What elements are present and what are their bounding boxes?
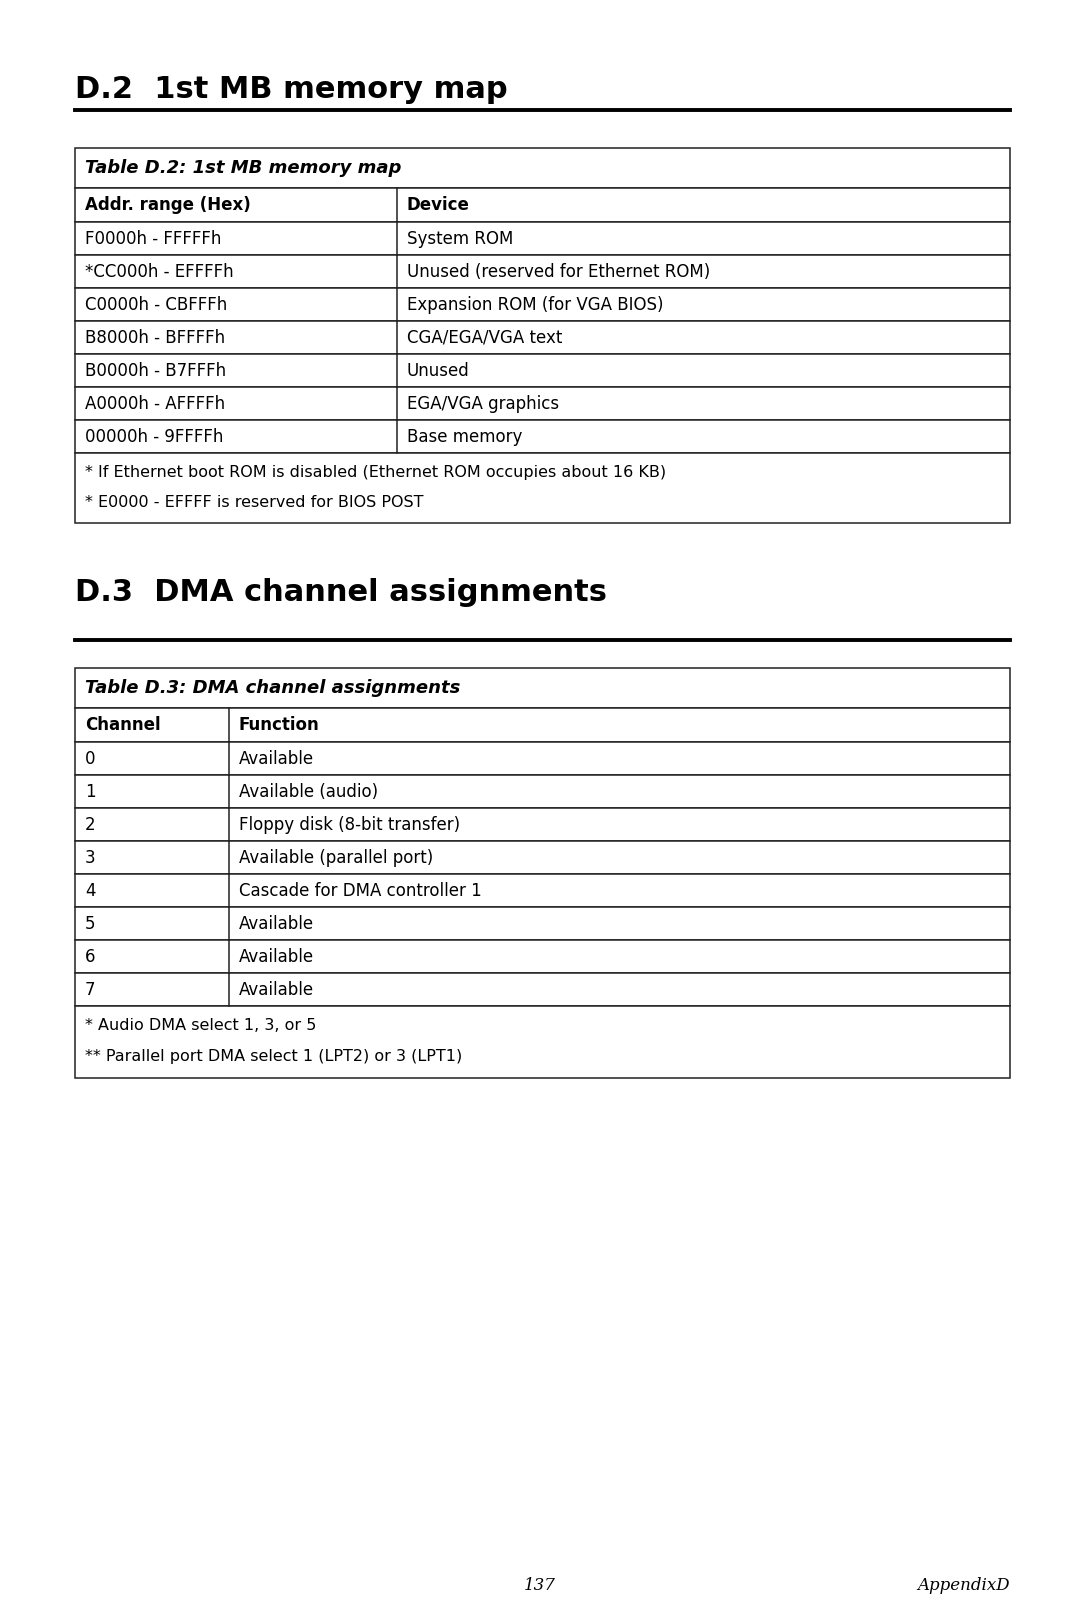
Bar [75, 972, 1010, 1006]
Bar [75, 1006, 1010, 1078]
Text: Available (parallel port): Available (parallel port) [239, 848, 433, 867]
Text: EGA/VGA graphics: EGA/VGA graphics [407, 395, 559, 413]
Bar [75, 908, 1010, 940]
Bar [75, 222, 1010, 256]
Bar [75, 453, 1010, 523]
Bar [75, 288, 1010, 320]
Text: 00000h - 9FFFFh: 00000h - 9FFFFh [85, 427, 224, 445]
Text: C0000h - CBFFFh: C0000h - CBFFFh [85, 296, 227, 314]
Bar [75, 354, 1010, 387]
Bar [75, 775, 1010, 807]
Text: AppendixD: AppendixD [917, 1578, 1010, 1594]
Text: Available (audio): Available (audio) [239, 783, 378, 801]
Text: System ROM: System ROM [407, 230, 513, 248]
Bar [75, 807, 1010, 841]
Bar [75, 940, 1010, 972]
Text: * If Ethernet boot ROM is disabled (Ethernet ROM occupies about 16 KB): * If Ethernet boot ROM is disabled (Ethe… [85, 464, 666, 481]
Text: 5: 5 [85, 914, 95, 932]
Text: Base memory: Base memory [407, 427, 523, 445]
Text: 3: 3 [85, 848, 96, 867]
Text: Table D.3: DMA channel assignments: Table D.3: DMA channel assignments [85, 680, 460, 697]
Text: Unused: Unused [407, 361, 470, 380]
Text: B8000h - BFFFFh: B8000h - BFFFFh [85, 328, 225, 346]
Text: 4: 4 [85, 882, 95, 900]
Text: Available: Available [239, 749, 314, 767]
Bar [75, 743, 1010, 775]
Text: Function: Function [239, 717, 320, 735]
Text: Available: Available [239, 948, 314, 966]
Bar [75, 841, 1010, 874]
Bar [75, 256, 1010, 288]
Bar [75, 709, 1010, 743]
Bar [75, 188, 1010, 222]
Text: Channel: Channel [85, 717, 161, 735]
Text: CGA/EGA/VGA text: CGA/EGA/VGA text [407, 328, 563, 346]
Text: 0: 0 [85, 749, 95, 767]
Bar [75, 147, 1010, 188]
Text: Unused (reserved for Ethernet ROM): Unused (reserved for Ethernet ROM) [407, 262, 711, 280]
Text: Available: Available [239, 914, 314, 932]
Text: * E0000 - EFFFF is reserved for BIOS POST: * E0000 - EFFFF is reserved for BIOS POS… [85, 495, 423, 510]
Text: Device: Device [407, 196, 470, 214]
Bar [75, 320, 1010, 354]
Text: Expansion ROM (for VGA BIOS): Expansion ROM (for VGA BIOS) [407, 296, 663, 314]
Text: Available: Available [239, 981, 314, 998]
Bar [75, 668, 1010, 709]
Bar [75, 387, 1010, 421]
Bar [75, 421, 1010, 453]
Text: 1: 1 [85, 783, 96, 801]
Text: Addr. range (Hex): Addr. range (Hex) [85, 196, 251, 214]
Text: Table D.2: 1st MB memory map: Table D.2: 1st MB memory map [85, 159, 402, 176]
Text: ** Parallel port DMA select 1 (LPT2) or 3 (LPT1): ** Parallel port DMA select 1 (LPT2) or … [85, 1048, 462, 1065]
Text: F0000h - FFFFFh: F0000h - FFFFFh [85, 230, 221, 248]
Text: Floppy disk (8-bit transfer): Floppy disk (8-bit transfer) [239, 815, 460, 833]
Text: 6: 6 [85, 948, 95, 966]
Text: A0000h - AFFFFh: A0000h - AFFFFh [85, 395, 225, 413]
Bar [75, 874, 1010, 908]
Text: *CC000h - EFFFFh: *CC000h - EFFFFh [85, 262, 233, 280]
Text: * Audio DMA select 1, 3, or 5: * Audio DMA select 1, 3, or 5 [85, 1018, 316, 1032]
Text: Cascade for DMA controller 1: Cascade for DMA controller 1 [239, 882, 482, 900]
Text: D.3  DMA channel assignments: D.3 DMA channel assignments [75, 578, 607, 607]
Text: B0000h - B7FFFh: B0000h - B7FFFh [85, 361, 226, 380]
Text: 137: 137 [524, 1578, 556, 1594]
Text: 2: 2 [85, 815, 96, 833]
Text: D.2  1st MB memory map: D.2 1st MB memory map [75, 74, 508, 104]
Text: 7: 7 [85, 981, 95, 998]
